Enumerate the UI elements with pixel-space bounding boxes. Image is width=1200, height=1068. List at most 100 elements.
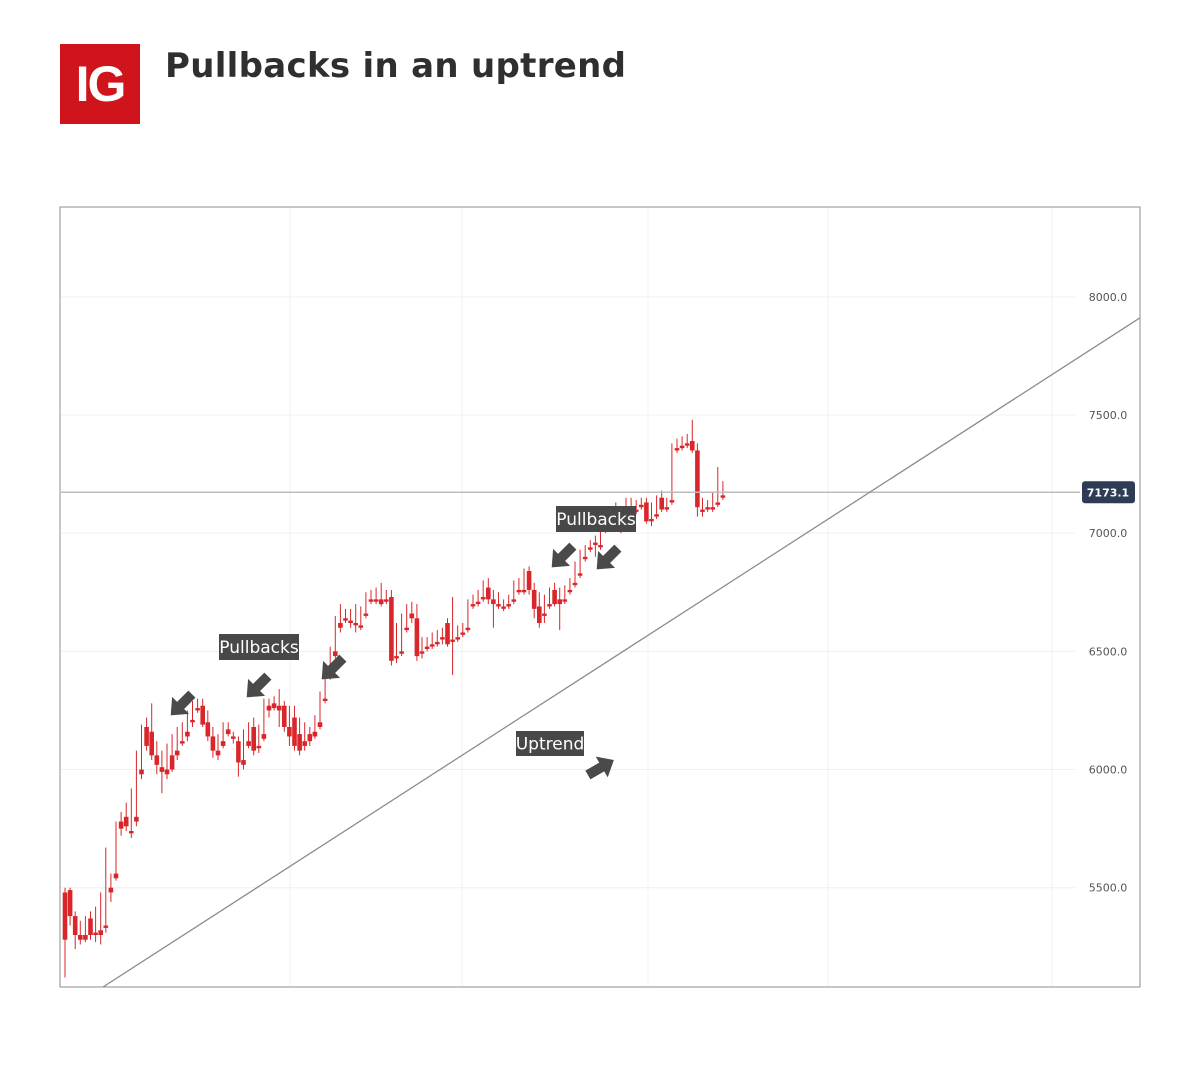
annotation-label-box [556, 506, 636, 532]
y-tick-label: 6500.0 [1089, 645, 1128, 658]
candle-body [399, 651, 404, 654]
candle-body [588, 547, 593, 550]
current-price-badge [1082, 481, 1135, 504]
candle-body [205, 722, 211, 737]
candle-body [414, 618, 420, 657]
arrow-shape [246, 672, 272, 698]
candle-body [654, 514, 659, 517]
candle-body [659, 497, 664, 510]
candle-body [516, 589, 522, 593]
page-title: Pullbacks in an uptrend [165, 46, 627, 86]
candle-body [144, 727, 149, 746]
candle-body [470, 604, 476, 607]
candle-body [695, 450, 700, 508]
uptrend-line [102, 317, 1140, 988]
annotation-label: Pullbacks [219, 638, 299, 658]
candle-body [83, 935, 88, 940]
candle-body [302, 741, 307, 746]
annotation-label: Uptrend [516, 735, 585, 755]
candle-body [547, 604, 552, 607]
candle-body [562, 599, 568, 602]
candle-body [123, 816, 129, 827]
candle-body [215, 750, 221, 756]
arrow-shape [551, 542, 577, 568]
candle-body [669, 500, 675, 503]
candle-body [287, 727, 292, 737]
candle-body [445, 623, 450, 645]
candle-body [174, 750, 180, 756]
candle-body [639, 504, 644, 508]
candle-body [134, 816, 139, 822]
pullback-arrow-icon [246, 672, 272, 698]
candle-body [72, 916, 78, 935]
candle-body [705, 507, 710, 510]
candle-body [460, 632, 466, 635]
candle-body [644, 502, 649, 522]
candle-body [343, 618, 348, 621]
pullback-arrow-icon [170, 690, 196, 716]
y-axis: 5500.0 6000.0 6500.0 7000.0 7500.0 8000.0 [1089, 291, 1128, 895]
candle-body [491, 599, 496, 605]
candle-body [684, 443, 690, 446]
candle-body [251, 727, 256, 751]
candle-body [455, 637, 460, 640]
candle-body [348, 620, 353, 623]
candle-body [169, 755, 175, 770]
candle-body [409, 613, 415, 619]
candle-body [582, 556, 588, 560]
candle-body [419, 651, 425, 654]
candle-body [113, 873, 119, 879]
candle-body [710, 507, 715, 510]
candle-body [368, 599, 374, 602]
candle-body [521, 589, 527, 593]
candle-body [139, 769, 144, 775]
candle-body [429, 644, 435, 647]
candle-body [93, 932, 98, 935]
pullback-arrow-icon [321, 654, 347, 680]
arrow-shape [596, 544, 622, 570]
candle-body [486, 587, 491, 600]
candle-body [511, 599, 517, 602]
candle-body [363, 613, 369, 616]
candle-body [690, 441, 695, 451]
candle-body [557, 599, 562, 605]
candle-body [88, 918, 93, 935]
candle-body [572, 582, 578, 586]
candle-body [649, 519, 654, 522]
candle-body [307, 734, 313, 742]
grid [61, 208, 1075, 986]
candle-body [674, 448, 680, 451]
arrow-shape [170, 690, 196, 716]
candle-body [246, 741, 251, 746]
overlays: 7173.1 Pullbacks Pullbacks Uptrend [61, 317, 1140, 988]
candle-body [220, 741, 226, 746]
candle-body [256, 745, 262, 749]
candle-body [78, 935, 83, 940]
candle-body [506, 604, 511, 607]
candle-body [225, 729, 231, 735]
candle-body [496, 604, 501, 607]
candle-body [149, 731, 154, 756]
candle-body [276, 705, 282, 711]
arrow-shape [585, 756, 614, 780]
candle-body [450, 639, 455, 642]
arrow-shape [321, 654, 347, 680]
annotation-label: Pullbacks [556, 510, 636, 530]
pullback-arrow-icon [551, 542, 577, 568]
candle-body [236, 741, 241, 763]
candle-body [358, 625, 364, 628]
candle-body [552, 589, 557, 605]
candle-body [501, 606, 506, 609]
candle-body [593, 542, 598, 545]
candle-body [435, 641, 440, 645]
annotation-label-box [516, 731, 584, 756]
candle-body [424, 646, 430, 649]
candle-body [261, 734, 267, 739]
candle-body [200, 705, 205, 725]
candle-body [195, 708, 200, 711]
candle-body [567, 589, 573, 593]
current-price-label: 7173.1 [1087, 486, 1129, 499]
candle-body [664, 507, 670, 510]
candle-body [577, 573, 583, 576]
